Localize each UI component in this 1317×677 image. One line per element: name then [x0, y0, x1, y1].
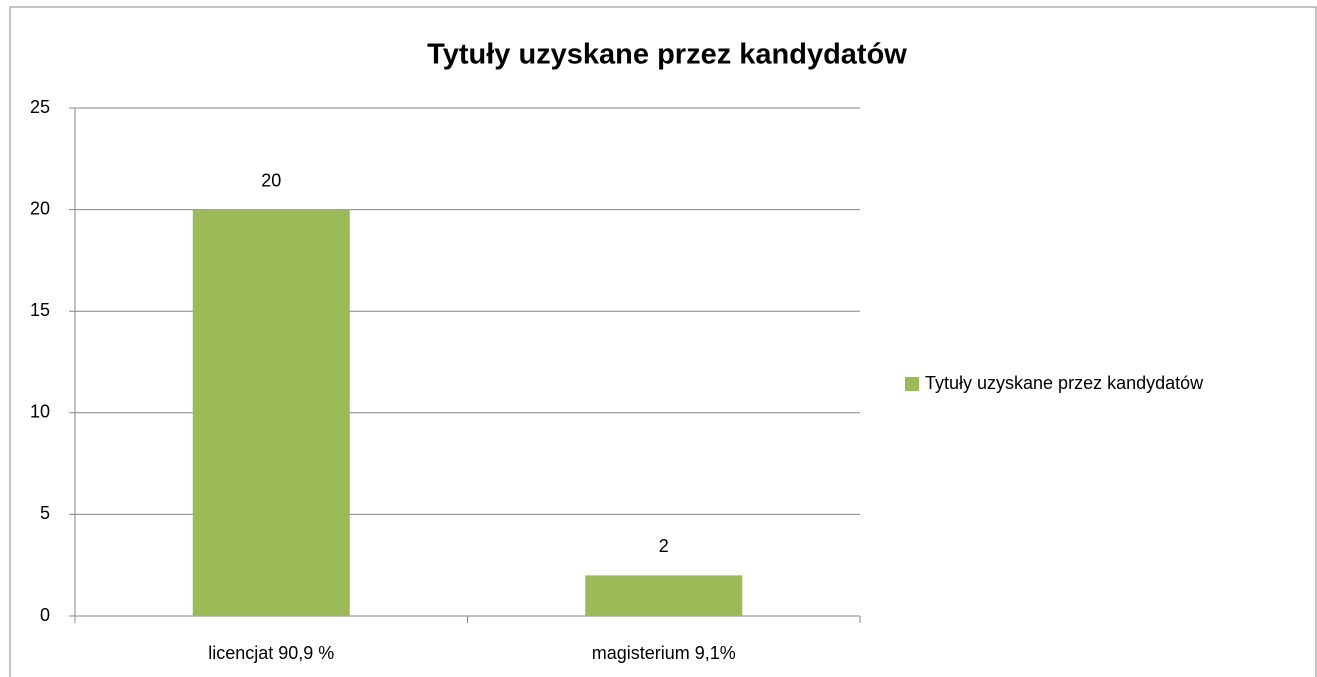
- x-tick-label: licencjat 90,9 %: [208, 643, 334, 663]
- y-tick-label: 5: [40, 503, 50, 523]
- y-tick-label: 25: [30, 97, 50, 117]
- x-tick-label: magisterium 9,1%: [592, 643, 736, 663]
- y-tick-label: 10: [30, 402, 50, 422]
- bar: [192, 209, 350, 616]
- legend-swatch: [905, 377, 919, 391]
- data-label: 2: [659, 536, 669, 556]
- y-tick-label: 20: [30, 198, 50, 218]
- data-label: 20: [261, 170, 281, 190]
- chart-title: Tytuły uzyskane przez kandydatów: [427, 39, 907, 71]
- legend-label: Tytuły uzyskane przez kandydatów: [925, 373, 1204, 393]
- y-tick-label: 15: [30, 300, 50, 320]
- bar: [585, 575, 743, 616]
- y-tick-label: 0: [40, 605, 50, 625]
